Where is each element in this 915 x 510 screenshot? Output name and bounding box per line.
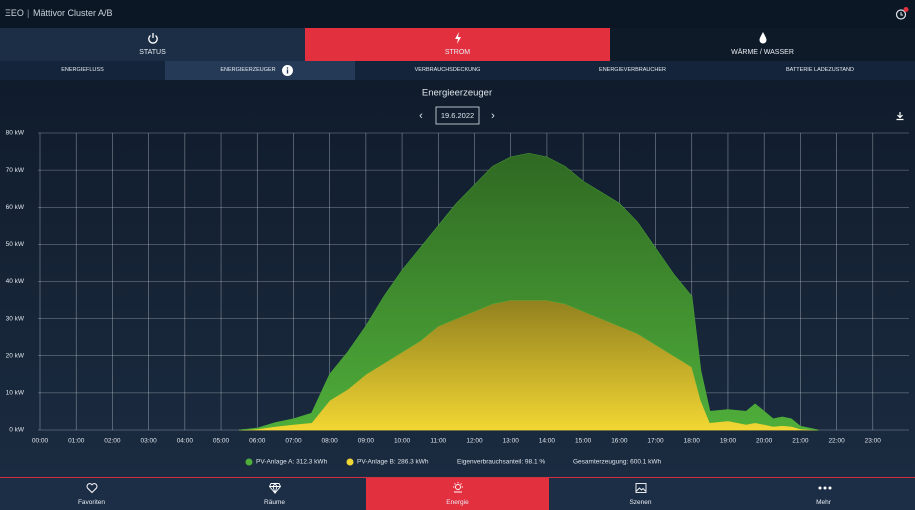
tab-label: STATUS	[139, 49, 166, 56]
y-tick-label: 20 kW	[6, 352, 25, 359]
sub-tab[interactable]: ENERGIEVERBRAUCHER	[599, 67, 666, 73]
x-tick-label: 12:00	[466, 438, 483, 445]
gem-icon	[268, 482, 281, 494]
x-tick-label: 15:00	[575, 438, 592, 445]
y-tick-label: 60 kW	[6, 204, 25, 211]
area-shade	[239, 300, 819, 430]
x-tick-label: 01:00	[68, 438, 85, 445]
bottom-nav: Favoriten Räume Energie Szenen Mehr	[0, 477, 915, 510]
x-tick-label: 18:00	[684, 438, 701, 445]
x-tick-label: 05:00	[213, 438, 230, 445]
drop-icon	[759, 32, 766, 44]
nav-item[interactable]: Mehr	[732, 478, 915, 510]
alarm-icon[interactable]	[895, 7, 909, 21]
sub-tab[interactable]: BATTERIE LADEZUSTAND	[786, 67, 854, 73]
chart-title: Energieerzeuger	[422, 88, 492, 99]
nav-item-active[interactable]: Energie	[366, 478, 549, 510]
sub-tabs: ENERGIEFLUSS ENERGIEERZEUGER VERBRAUCHSD…	[0, 61, 915, 80]
x-tick-label: 09:00	[358, 438, 375, 445]
nav-label: Mehr	[816, 499, 831, 506]
info-icon[interactable]	[282, 65, 293, 76]
date: 19.6.2022	[441, 111, 474, 120]
annotation: Gesamterzeugung: 600.1 kWh	[573, 459, 662, 466]
power-icon	[147, 33, 158, 44]
y-tick-label: 10 kW	[6, 390, 25, 397]
nav-label: Räume	[264, 499, 285, 506]
legend-label: PV-Anlage A: 312.3 kWh	[256, 459, 328, 466]
x-tick-label: 20:00	[756, 438, 773, 445]
y-tick-label: 40 kW	[6, 278, 25, 285]
legend-label: PV-Anlage B: 286.3 kWh	[357, 459, 429, 466]
x-tick-label: 08:00	[322, 438, 339, 445]
header-title: Mättivor Cluster A/B	[33, 8, 113, 18]
x-tick-label: 14:00	[539, 438, 556, 445]
x-tick-label: 11:00	[430, 438, 446, 445]
y-tick-label: 50 kW	[6, 241, 25, 248]
x-tick-label: 19:00	[720, 438, 737, 445]
dots-icon	[818, 486, 831, 490]
sub-tab-label: ENERGIEERZEUGER	[220, 67, 276, 73]
chart: Energieerzeuger ‹ 19.6.2022 › 0 kW 10 kW 2…	[0, 80, 915, 477]
x-tick-label: 10:00	[394, 438, 411, 445]
x-tick-label: 22:00	[828, 438, 845, 445]
nav-item[interactable]: Räume	[183, 478, 366, 510]
nav-item[interactable]: Favoriten	[0, 478, 183, 510]
main-tabs: STATUS STROM WÄRME / WASSER	[0, 28, 915, 61]
x-tick-label: 23:00	[865, 438, 882, 445]
y-tick-label: 80 kW	[6, 130, 25, 137]
tab-label: STROM	[444, 49, 471, 56]
x-tick-label: 07:00	[285, 438, 302, 445]
nav-label: Szenen	[629, 499, 652, 506]
x-tick-label: 21:00	[792, 438, 809, 445]
y-tick-label: 30 kW	[6, 315, 25, 322]
logo: ΞEO	[5, 8, 24, 18]
download-icon[interactable]	[896, 112, 904, 121]
image-icon	[635, 483, 646, 493]
x-tick-label: 04:00	[177, 438, 194, 445]
sub-tab[interactable]: VERBRAUCHSDECKUNG	[414, 67, 481, 73]
legend-swatch	[346, 458, 354, 466]
x-tick-label: 13:00	[503, 438, 520, 445]
x-tick-label: 00:00	[32, 438, 49, 445]
sub-tab[interactable]: ENERGIEFLUSS	[61, 67, 104, 73]
tab-active[interactable]: STROM	[305, 28, 610, 61]
heart-icon	[86, 483, 97, 494]
tab[interactable]: STATUS	[0, 28, 305, 61]
nav-label: Favoriten	[77, 499, 106, 506]
bolt-icon	[454, 32, 461, 44]
nav-label: Energie	[446, 499, 469, 506]
next-button[interactable]: ›	[491, 110, 495, 122]
header: ΞEO | Mättivor Cluster A/B	[0, 0, 915, 28]
legend-swatch	[245, 458, 253, 466]
energy-icon	[452, 482, 463, 493]
annotation: Eigenverbrauchsanteil: 98.1 %	[457, 459, 545, 466]
nav-item[interactable]: Szenen	[549, 478, 732, 510]
tab-label: WÄRME / WASSER	[731, 49, 794, 56]
sub-tab-active[interactable]: ENERGIEERZEUGER	[165, 61, 355, 80]
tab[interactable]: WÄRME / WASSER	[610, 28, 915, 61]
separator: |	[27, 8, 30, 18]
y-tick-label: 70 kW	[6, 167, 25, 174]
x-tick-label: 17:00	[647, 438, 664, 445]
x-tick-label: 03:00	[140, 438, 157, 445]
date-box[interactable]	[435, 106, 480, 125]
x-tick-label: 02:00	[104, 438, 121, 445]
y-tick-label: 0 kW	[9, 427, 25, 434]
x-tick-label: 06:00	[249, 438, 266, 445]
x-tick-label: 16:00	[611, 438, 628, 445]
prev-button[interactable]: ‹	[419, 110, 423, 122]
area-shade	[239, 153, 819, 430]
